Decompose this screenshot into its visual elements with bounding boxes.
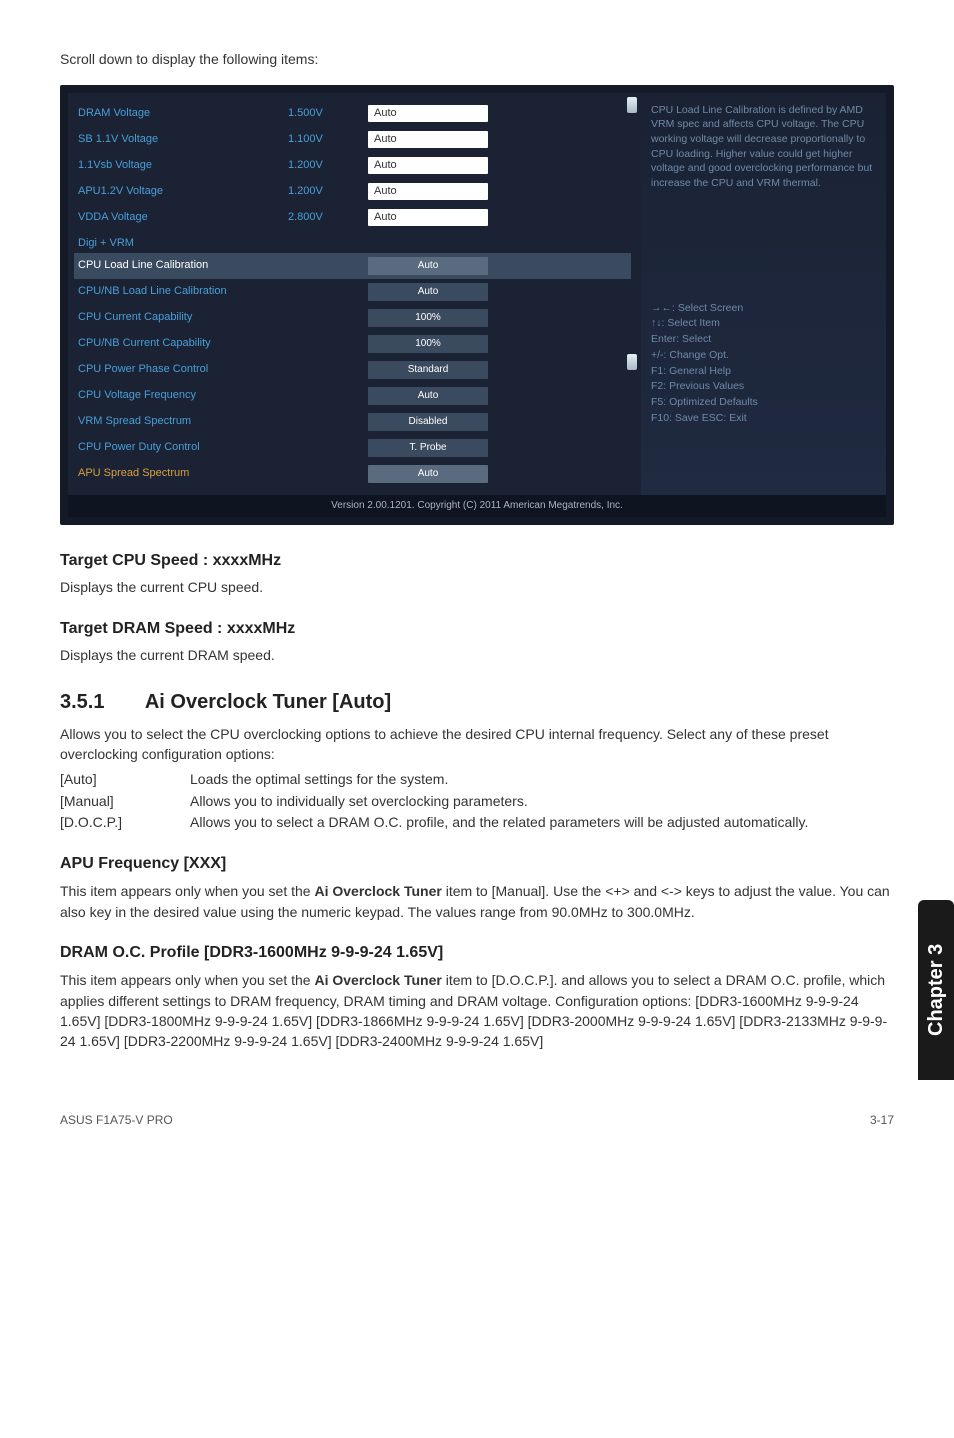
target-dram-title: Target DRAM Speed : xxxxMHz [60, 618, 894, 640]
row-label: CPU Power Phase Control [78, 362, 368, 377]
row-dropdown[interactable]: 100% [368, 335, 488, 353]
option-auto: [Auto] Loads the optimal settings for th… [60, 770, 894, 790]
bios-version-footer: Version 2.00.1201. Copyright (C) 2011 Am… [68, 495, 886, 517]
bios-row-apu12v[interactable]: APU1.2V Voltage 1.200V Auto [78, 179, 631, 205]
nav-line: F2: Previous Values [651, 379, 876, 395]
target-cpu-title: Target CPU Speed : xxxxMHz [60, 550, 894, 572]
chapter-tab: Chapter 3 [918, 900, 954, 1080]
bios-row-vrm-spread[interactable]: VRM Spread Spectrum Disabled [78, 409, 631, 435]
row-static-value: 1.100V [288, 132, 368, 147]
bios-row-dram-voltage[interactable]: DRAM Voltage 1.500V Auto [78, 101, 631, 127]
bios-row-11vsb[interactable]: 1.1Vsb Voltage 1.200V Auto [78, 153, 631, 179]
footer-right: 3-17 [870, 1112, 894, 1129]
nav-line: ↑↓: Select Item [651, 316, 876, 332]
row-input-field[interactable]: Auto [368, 105, 488, 122]
row-label: CPU Voltage Frequency [78, 388, 368, 403]
row-dropdown[interactable]: Auto [368, 387, 488, 405]
bios-row-apu-spread[interactable]: APU Spread Spectrum Auto [78, 461, 631, 487]
row-label: CPU Load Line Calibration [78, 258, 368, 273]
bios-row-vdda[interactable]: VDDA Voltage 2.800V Auto [78, 205, 631, 231]
option-key: [Manual] [60, 792, 190, 812]
bios-scrollbar[interactable] [623, 93, 641, 495]
bios-left-panel: DRAM Voltage 1.500V Auto SB 1.1V Voltage… [68, 93, 641, 495]
row-label: SB 1.1V Voltage [78, 132, 288, 147]
row-static-value: 2.800V [288, 210, 368, 225]
scroll-thumb-mid[interactable] [627, 354, 637, 370]
row-input-field[interactable]: Auto [368, 209, 488, 226]
row-dropdown[interactable]: 100% [368, 309, 488, 327]
footer-left: ASUS F1A75-V PRO [60, 1112, 173, 1129]
nav-line: →←: Select Screen [651, 301, 876, 317]
row-label: CPU Current Capability [78, 310, 368, 325]
dram-oc-title: DRAM O.C. Profile [DDR3-1600MHz 9-9-9-24… [60, 942, 894, 964]
nav-line: F10: Save ESC: Exit [651, 411, 876, 427]
dram-oc-body: This item appears only when you set the … [60, 970, 894, 1051]
bios-help-panel: CPU Load Line Calibration is defined by … [641, 93, 886, 495]
bios-row-cpu-current[interactable]: CPU Current Capability 100% [78, 305, 631, 331]
page-footer: ASUS F1A75-V PRO 3-17 [60, 1112, 894, 1129]
row-label: CPU Power Duty Control [78, 440, 368, 455]
option-value: Allows you to individually set overclock… [190, 792, 894, 812]
apu-freq-title: APU Frequency [XXX] [60, 853, 894, 875]
intro-text: Scroll down to display the following ite… [60, 50, 894, 70]
bios-row-cpunb-llc[interactable]: CPU/NB Load Line Calibration Auto [78, 279, 631, 305]
option-manual: [Manual] Allows you to individually set … [60, 792, 894, 812]
row-dropdown[interactable]: T. Probe [368, 439, 488, 457]
row-static-value: 1.500V [288, 106, 368, 121]
help-nav: →←: Select Screen ↑↓: Select Item Enter:… [651, 301, 876, 427]
help-description: CPU Load Line Calibration is defined by … [651, 103, 876, 191]
option-key: [D.O.C.P.] [60, 813, 190, 833]
row-input-field[interactable]: Auto [368, 183, 488, 200]
row-input-field[interactable]: Auto [368, 131, 488, 148]
row-label: VRM Spread Spectrum [78, 414, 368, 429]
nav-line: +/-: Change Opt. [651, 348, 876, 364]
bios-screenshot: DRAM Voltage 1.500V Auto SB 1.1V Voltage… [60, 85, 894, 525]
bios-row-cpu-vfreq[interactable]: CPU Voltage Frequency Auto [78, 383, 631, 409]
option-value: Allows you to select a DRAM O.C. profile… [190, 813, 894, 833]
target-cpu-desc: Displays the current CPU speed. [60, 578, 894, 598]
option-value: Loads the optimal settings for the syste… [190, 770, 894, 790]
scroll-thumb-top[interactable] [627, 97, 637, 113]
row-label: VDDA Voltage [78, 210, 288, 225]
heading-number: 3.5.1 [60, 688, 140, 716]
nav-line: Enter: Select [651, 332, 876, 348]
row-dropdown[interactable]: Standard [368, 361, 488, 379]
heading-title: Ai Overclock Tuner [Auto] [145, 691, 391, 713]
row-label: CPU/NB Current Capability [78, 336, 368, 351]
row-label: CPU/NB Load Line Calibration [78, 284, 368, 299]
row-label: DRAM Voltage [78, 106, 288, 121]
nav-line: F5: Optimized Defaults [651, 395, 876, 411]
main-heading: 3.5.1 Ai Overclock Tuner [Auto] [60, 688, 894, 716]
bios-section-digi-vrm: Digi + VRM [78, 231, 631, 253]
row-static-value: 1.200V [288, 158, 368, 173]
bios-row-sb11v[interactable]: SB 1.1V Voltage 1.100V Auto [78, 127, 631, 153]
row-dropdown[interactable]: Disabled [368, 413, 488, 431]
row-label: APU Spread Spectrum [78, 466, 368, 481]
row-dropdown[interactable]: Auto [368, 257, 488, 275]
apu-freq-body: This item appears only when you set the … [60, 881, 894, 922]
row-input-field[interactable]: Auto [368, 157, 488, 174]
main-intro: Allows you to select the CPU overclockin… [60, 724, 894, 765]
row-static-value: 1.200V [288, 184, 368, 199]
row-dropdown[interactable]: Auto [368, 465, 488, 483]
bios-row-cpu-llc[interactable]: CPU Load Line Calibration Auto [74, 253, 631, 279]
target-dram-desc: Displays the current DRAM speed. [60, 646, 894, 666]
row-label: 1.1Vsb Voltage [78, 158, 288, 173]
nav-line: F1: General Help [651, 364, 876, 380]
option-key: [Auto] [60, 770, 190, 790]
row-label: APU1.2V Voltage [78, 184, 288, 199]
row-dropdown[interactable]: Auto [368, 283, 488, 301]
bios-row-cpunb-current[interactable]: CPU/NB Current Capability 100% [78, 331, 631, 357]
bios-row-cpu-phase[interactable]: CPU Power Phase Control Standard [78, 357, 631, 383]
option-docp: [D.O.C.P.] Allows you to select a DRAM O… [60, 813, 894, 833]
bios-row-cpu-duty[interactable]: CPU Power Duty Control T. Probe [78, 435, 631, 461]
